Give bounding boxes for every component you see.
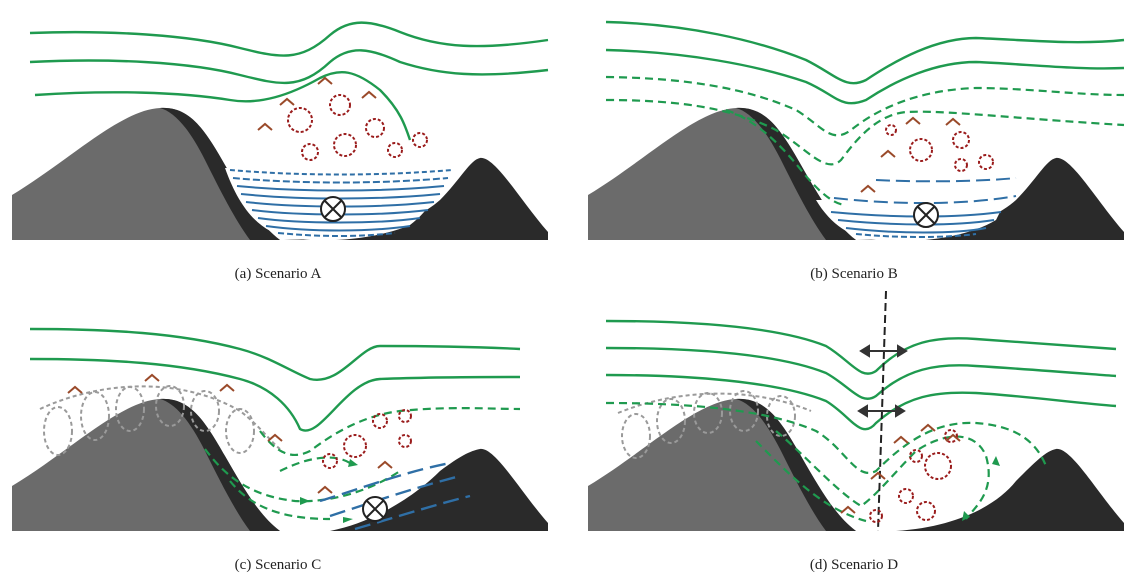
circle-cross-icon [913, 202, 939, 228]
grey-eddy-icons [617, 390, 812, 459]
flow-arrowheads [962, 456, 1000, 521]
dashed-streamlines [605, 75, 1125, 207]
recirculation-eddy-icons [322, 409, 412, 469]
wave-crest-markers [840, 423, 961, 514]
right-mountain [270, 157, 548, 240]
panel-scenario-c: (c) Scenario C [0, 291, 556, 582]
left-mountain-ridge [736, 398, 856, 531]
caption-scenario-d: (d) Scenario D [809, 557, 899, 573]
right-mountain [330, 448, 548, 531]
right-mountain [896, 448, 1124, 531]
left-mountain [588, 398, 856, 531]
recirculation-eddy-icons [869, 429, 958, 523]
recirculation-eddy-icons [885, 124, 994, 172]
diagram-scenario-b [588, 20, 1125, 242]
grey-eddy-icons [39, 385, 281, 456]
streamlines [29, 327, 521, 432]
panel-scenario-b: (b) Scenario B [576, 0, 1132, 291]
wave-crest-markers [67, 373, 393, 494]
circle-cross-icon [362, 496, 388, 522]
left-mountain [588, 107, 856, 240]
dashed-streamlines [605, 401, 1048, 523]
caption-scenario-c: (c) Scenario C [234, 557, 322, 573]
left-mountain-ridge [160, 398, 280, 531]
streamlines [605, 20, 1125, 105]
dashed-streamlines [204, 407, 521, 521]
diagram-scenario-d [588, 291, 1124, 532]
panel-scenario-a: (a) Scenario A [0, 0, 556, 291]
streamlines [605, 319, 1117, 431]
recirculation-eddy-icons [287, 94, 428, 161]
left-mountain [12, 107, 280, 240]
left-mountain [12, 398, 280, 531]
cold-pool-layers [319, 461, 471, 531]
circle-cross-icon [320, 196, 346, 222]
panel-scenario-d: (d) Scenario D [576, 291, 1132, 582]
wave-crest-markers [860, 116, 961, 193]
right-mountain [846, 157, 1124, 240]
double-headed-arrow-icons [857, 344, 908, 418]
cold-pool-layers [830, 177, 1017, 238]
diagram-scenario-a [12, 21, 549, 241]
streamlines [29, 21, 549, 141]
caption-scenario-b: (b) Scenario B [810, 266, 898, 282]
flow-arrowheads [300, 459, 358, 523]
diagram-scenario-c [12, 327, 548, 531]
wave-crest-markers [257, 76, 377, 131]
caption-scenario-a: (a) Scenario A [234, 266, 322, 282]
